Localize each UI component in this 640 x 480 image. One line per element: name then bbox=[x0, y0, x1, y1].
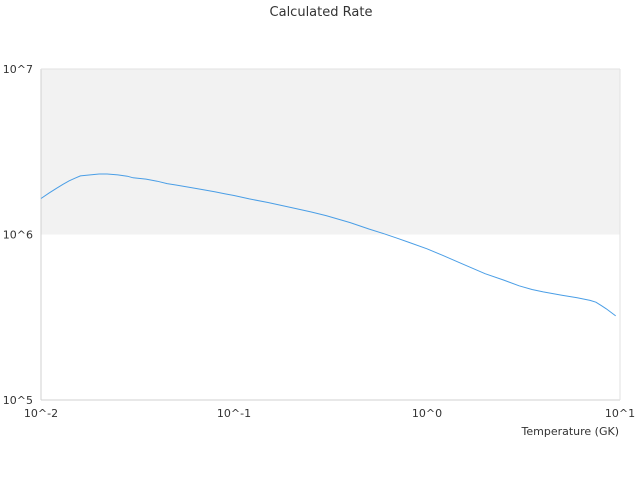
x-tick-label: 10^1 bbox=[605, 407, 635, 420]
x-tick-label: 10^0 bbox=[412, 407, 442, 420]
y-tick-label: 10^5 bbox=[3, 394, 33, 407]
series-layer bbox=[40, 173, 617, 317]
x-tick-label: 10^-1 bbox=[217, 407, 251, 420]
axes bbox=[40, 68, 621, 401]
chart-title: Calculated Rate bbox=[270, 5, 373, 20]
tick-labels: 10^-2 10^-1 10^0 10^1 10^5 10^6 10^7 bbox=[3, 63, 635, 420]
y-tick-label: 10^6 bbox=[3, 229, 33, 242]
rate-line bbox=[40, 173, 617, 317]
y-tick-label: 10^7 bbox=[3, 63, 33, 76]
shaded-band bbox=[41, 69, 620, 235]
x-axis-label: Temperature (GK) bbox=[521, 425, 620, 438]
x-tick-label: 10^-2 bbox=[24, 407, 58, 420]
